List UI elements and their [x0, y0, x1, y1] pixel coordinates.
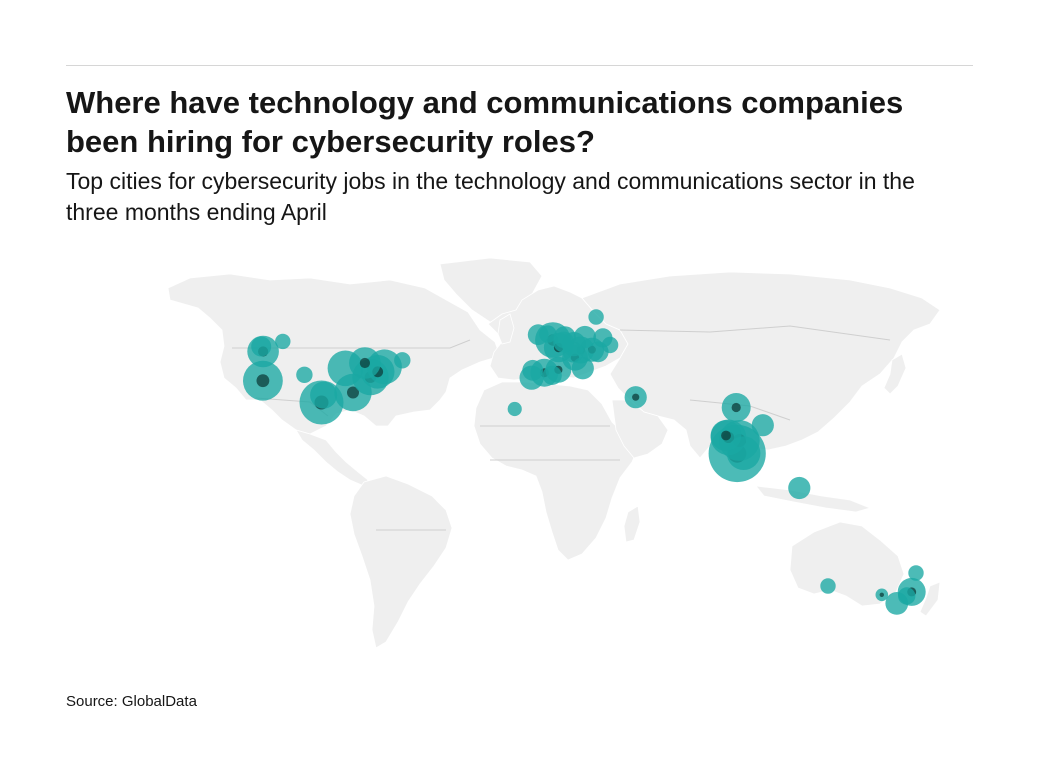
- border-layer: [232, 325, 891, 531]
- land-arabia: [611, 399, 669, 459]
- land-indonesia: [755, 485, 872, 513]
- city-bubble-core: [256, 374, 270, 388]
- top-rule: [66, 65, 973, 66]
- city-bubble: [573, 325, 596, 349]
- land-uk: [497, 313, 515, 345]
- city-bubble: [908, 565, 924, 581]
- city-bubble-core: [731, 402, 741, 413]
- city-bubble: [601, 336, 619, 354]
- land-south-america: [349, 475, 453, 649]
- land-madagascar: [623, 505, 641, 543]
- city-bubble: [571, 357, 594, 380]
- city-bubble: [820, 578, 836, 594]
- world-map: [167, 257, 941, 649]
- city-bubble: [751, 414, 774, 437]
- city-bubble: [553, 331, 574, 353]
- land-asia: [581, 271, 941, 459]
- land-japan: [883, 353, 907, 395]
- chart-subtitle: Top cities for cybersecurity jobs in the…: [66, 168, 915, 225]
- chart-title: Where have technology and communications…: [66, 85, 904, 159]
- source-note: Source: GlobalData: [66, 693, 197, 710]
- border-russia: [619, 325, 891, 341]
- city-bubble: [898, 587, 916, 605]
- city-bubble: [507, 401, 522, 417]
- border-us-canada: [232, 339, 471, 349]
- city-bubble: [522, 359, 544, 381]
- city-bubble: [542, 365, 562, 385]
- city-bubble: [539, 325, 557, 343]
- city-bubble: [588, 309, 604, 325]
- city-bubble: [275, 333, 291, 350]
- city-bubble-core: [721, 430, 731, 441]
- city-bubble: [251, 336, 272, 357]
- city-bubble-core: [347, 386, 359, 399]
- city-bubble: [296, 366, 313, 383]
- city-bubble: [310, 381, 338, 409]
- city-bubble: [788, 476, 811, 500]
- land-new-zealand: [919, 581, 941, 617]
- land-central-america: [295, 429, 369, 487]
- city-bubble: [394, 352, 411, 369]
- city-bubble-core: [879, 592, 884, 597]
- city-bubble-core: [359, 357, 370, 369]
- bubble-layer: [243, 309, 926, 615]
- city-bubble-core: [632, 393, 640, 401]
